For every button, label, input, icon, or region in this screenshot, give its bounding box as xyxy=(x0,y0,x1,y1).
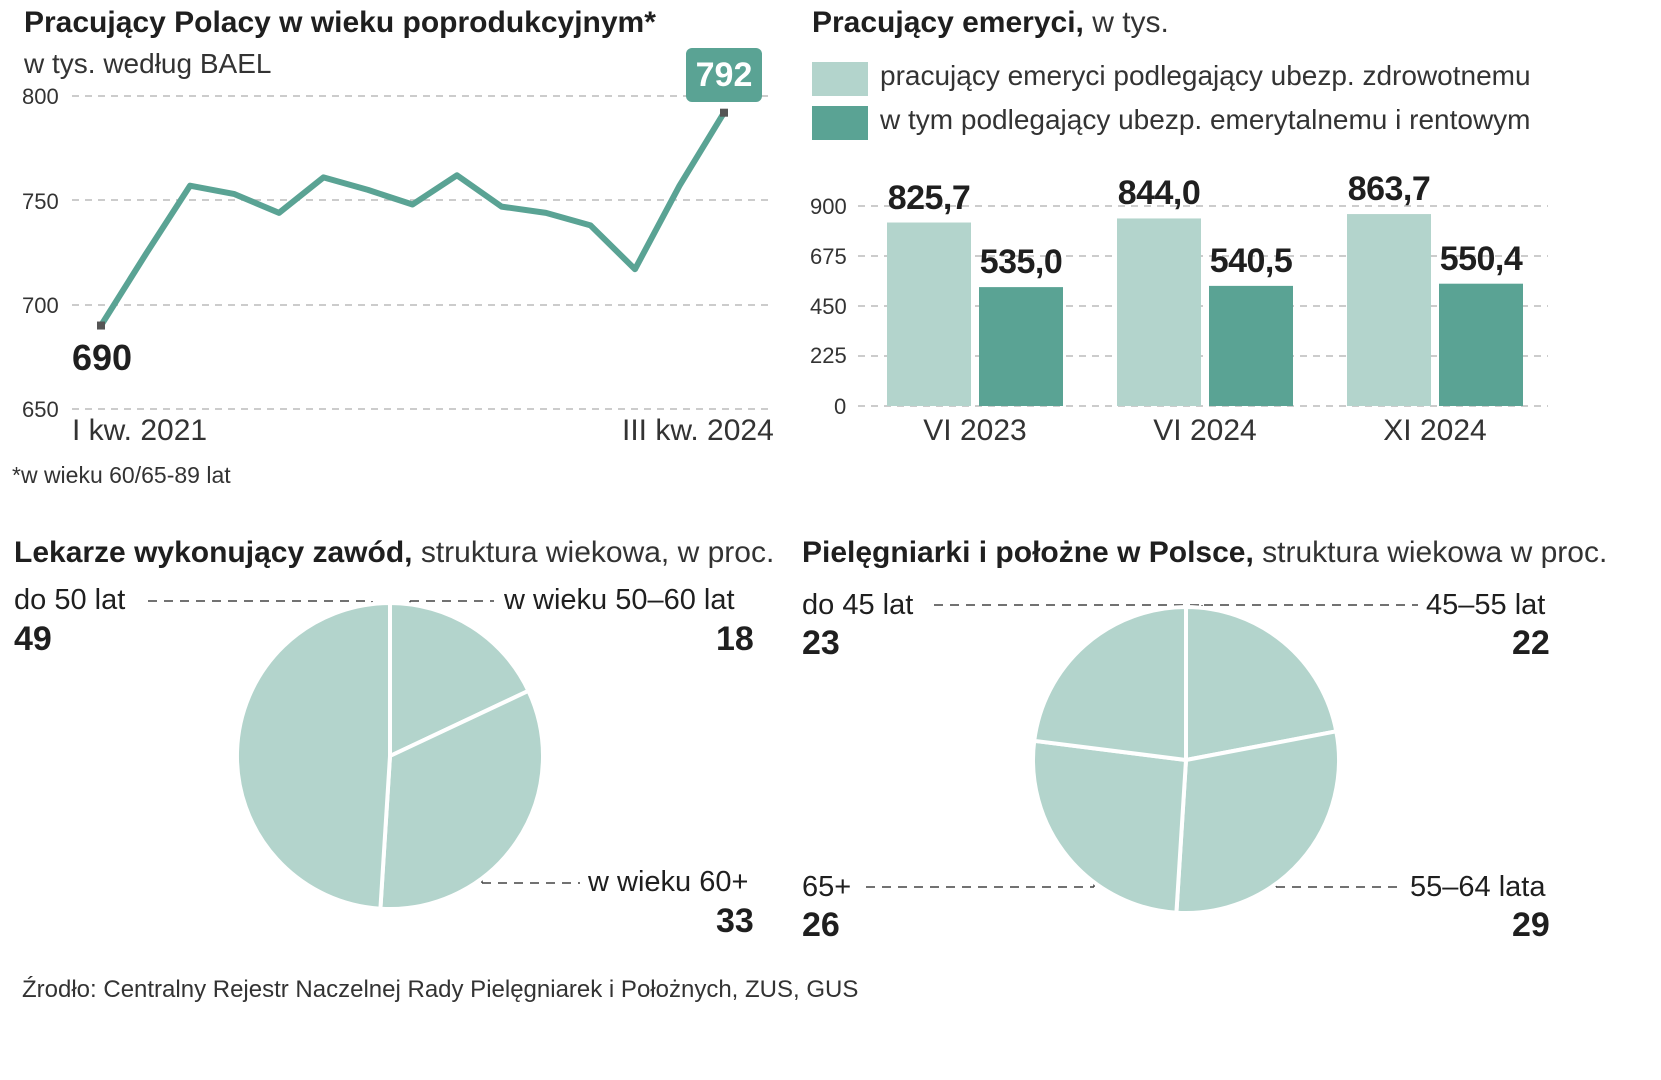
pie2-value-65plus: 26 xyxy=(802,906,840,944)
line-point-7 xyxy=(411,203,414,206)
pie1-title-bold: Lekarze wykonujący zawód, xyxy=(14,536,413,569)
line-point-2 xyxy=(189,184,191,187)
bar-dark-1 xyxy=(1209,285,1293,406)
bar-light-2 xyxy=(1347,214,1431,406)
line-x-end-label: III kw. 2024 xyxy=(622,414,774,447)
legend-label-1: pracujący emeryci podlegający ubezp. zdr… xyxy=(880,60,1531,91)
pie1-value-do50: 49 xyxy=(14,620,52,658)
bar-light-1 xyxy=(1117,218,1201,406)
line-x-start-label: I kw. 2021 xyxy=(72,414,208,447)
pie2-slice-3 xyxy=(1032,605,1188,762)
bar-chart-subtitle: w tys. xyxy=(1092,6,1169,39)
legend-label-2: w tym podlegający ubezp. emerytalnemu i … xyxy=(880,104,1531,135)
pie1-title: Lekarze wykonujący zawód, struktura wiek… xyxy=(14,536,774,570)
pie2-label-65plus: 65+ xyxy=(802,871,852,903)
pie1-value-60plus: 33 xyxy=(716,902,754,940)
pie2-title-bold: Pielęgniarki i położne w Polsce, xyxy=(802,536,1254,569)
pie1-slice-1 xyxy=(378,688,545,912)
bar-value-label-1-1: 540,5 xyxy=(1209,241,1293,280)
bar-ytick-450: 450 xyxy=(810,294,847,319)
line-point-12 xyxy=(634,268,636,271)
bar-dark-2 xyxy=(1439,283,1523,406)
pie1-label-60plus: w wieku 60+ xyxy=(588,866,749,898)
legend-swatch-dark xyxy=(812,106,868,140)
pie2-slice-1 xyxy=(1174,729,1341,916)
bar-ytick-225: 225 xyxy=(810,343,847,368)
pie2-label-do45: do 45 lat xyxy=(802,589,914,621)
pie2-value-do45: 23 xyxy=(802,624,840,662)
pie2-subtitle: struktura wiekowa w proc. xyxy=(1262,536,1608,569)
line-point-14 xyxy=(720,108,728,117)
legend-swatch-light xyxy=(812,62,868,96)
bar-value-label-1-0: 535,0 xyxy=(979,243,1063,282)
pie2-slice-0 xyxy=(1184,605,1339,762)
pie1-label-5060: w wieku 50–60 lat xyxy=(504,584,735,616)
line-point-0 xyxy=(97,321,105,330)
bar-category-label-2: XI 2024 xyxy=(1383,414,1487,447)
bar-light-0 xyxy=(887,222,971,406)
line-point-11 xyxy=(589,224,592,227)
line-point-4 xyxy=(278,211,280,214)
line-ytick-750: 750 xyxy=(22,189,59,214)
pie1-value-5060: 18 xyxy=(716,620,754,658)
line-point-8 xyxy=(456,174,458,177)
bar-value-label-0-1: 844,0 xyxy=(1117,174,1201,213)
source-note: Źrodło: Centralny Rejestr Naczelnej Rady… xyxy=(22,976,859,1003)
bar-category-label-1: VI 2024 xyxy=(1153,414,1257,447)
line-point-6 xyxy=(367,188,369,191)
line-point-13 xyxy=(678,184,681,187)
pie1-slice-2 xyxy=(235,601,392,911)
bar-chart-title-bold: Pracujący emeryci, xyxy=(812,6,1084,39)
pie1-label-do50: do 50 lat xyxy=(14,584,126,616)
pie2-label-5564: 55–64 lata xyxy=(1410,871,1546,903)
line-chart-subtitle: w tys. według BAEL xyxy=(24,48,272,79)
line-last-value-callout: 792 xyxy=(686,48,762,102)
line-footnote: *w wieku 60/65-89 lat xyxy=(12,462,231,488)
line-point-10 xyxy=(545,211,547,214)
line-point-3 xyxy=(233,193,236,196)
line-point-5 xyxy=(322,176,325,179)
bar-value-label-0-2: 863,7 xyxy=(1347,170,1431,209)
line-chart-title: Pracujący Polacy w wieku poprodukcyjnym* xyxy=(24,6,656,39)
bar-value-label-0-0: 825,7 xyxy=(887,178,971,217)
line-point-1 xyxy=(144,253,147,256)
bar-ytick-900: 900 xyxy=(810,194,847,219)
pie2-value-4555: 22 xyxy=(1512,624,1550,662)
bar-ytick-675: 675 xyxy=(810,244,847,269)
bar-chart-title: Pracujący emeryci, w tys. xyxy=(812,6,1169,40)
line-ytick-700: 700 xyxy=(22,293,59,318)
line-ytick-650: 650 xyxy=(22,397,59,422)
pie2-label-4555: 45–55 lat xyxy=(1426,589,1546,621)
pie1-subtitle: struktura wiekowa, w proc. xyxy=(420,536,775,569)
line-point-9 xyxy=(500,205,503,208)
bar-category-label-0: VI 2023 xyxy=(923,414,1027,447)
pie1-slice-0 xyxy=(388,601,531,758)
pie2-slice-2 xyxy=(1031,738,1188,915)
bar-value-label-1-2: 550,4 xyxy=(1439,239,1523,278)
line-ytick-800: 800 xyxy=(22,84,59,109)
pie2-value-5564: 29 xyxy=(1512,906,1550,944)
pie2-title: Pielęgniarki i położne w Polsce, struktu… xyxy=(802,536,1607,570)
bar-dark-0 xyxy=(979,287,1063,406)
bar-ytick-0: 0 xyxy=(834,394,847,419)
line-first-value: 690 xyxy=(72,337,133,378)
